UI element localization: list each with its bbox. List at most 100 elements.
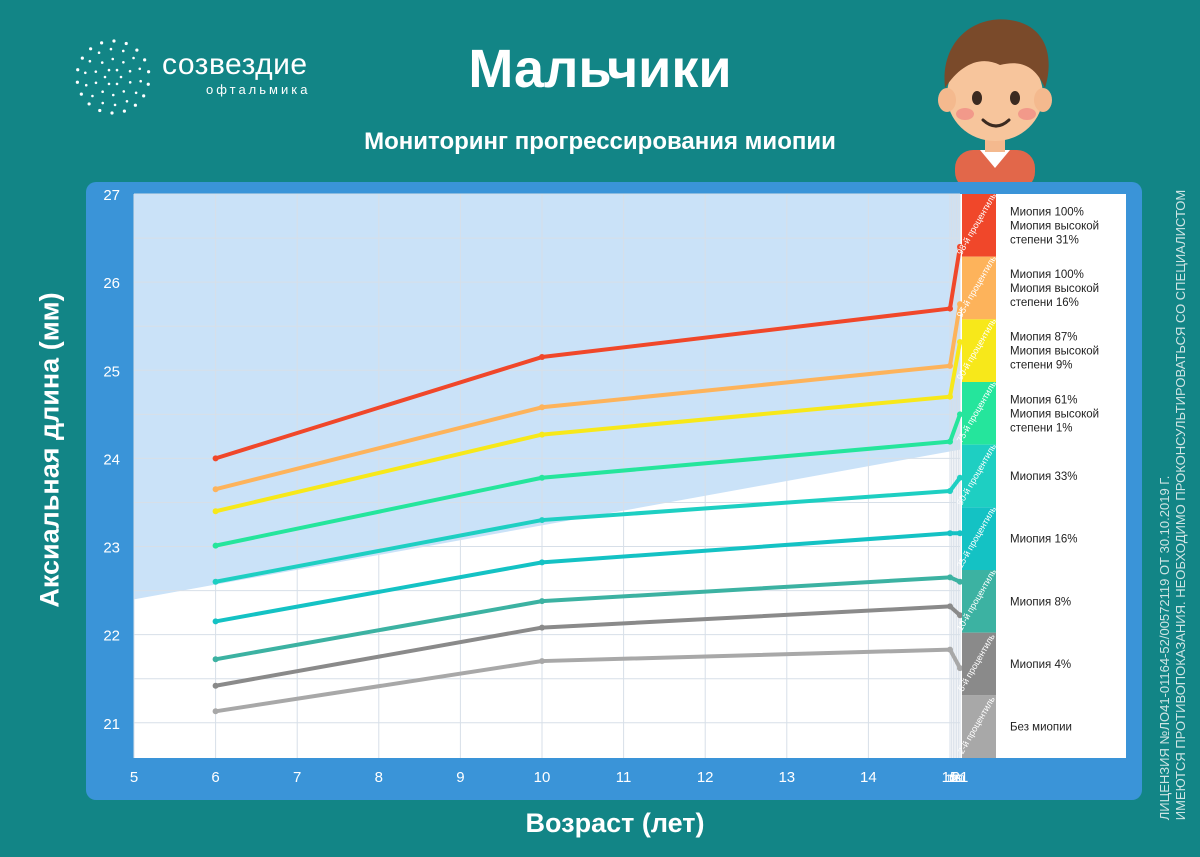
logo-star bbox=[121, 49, 125, 53]
legend-text: Миопия 4% bbox=[1010, 659, 1071, 671]
license-line: ЛИЦЕНЗИЯ №ЛО41-01164-52/00572119 ОТ 30.1… bbox=[1157, 475, 1172, 821]
y-tick-label: 23 bbox=[103, 540, 120, 557]
data-point bbox=[947, 603, 953, 610]
logo-star bbox=[101, 90, 104, 94]
data-point bbox=[539, 404, 545, 411]
legend-text: степени 31% bbox=[1010, 234, 1079, 246]
x-tick-label: 8 bbox=[375, 769, 383, 786]
x-tick-label: 9 bbox=[456, 769, 464, 786]
series-line bbox=[215, 341, 962, 514]
chart-subtitle: Мониторинг прогрессирования миопии bbox=[364, 128, 836, 155]
legend-color-band bbox=[962, 570, 996, 633]
logo-star bbox=[75, 80, 79, 84]
legend-text: Миопия 33% bbox=[1010, 471, 1078, 483]
data-point bbox=[539, 658, 545, 665]
x-tick-label: 14 bbox=[860, 769, 877, 786]
logo-star bbox=[115, 82, 119, 86]
logo-star bbox=[107, 82, 111, 86]
brand-name: созвездие bbox=[162, 48, 308, 81]
disclaimer-line: ИМЕЮТСЯ ПРОТИВОПОКАЗАНИЯ. НЕОБХОДИМО ПРО… bbox=[1173, 189, 1188, 821]
logo-star bbox=[147, 70, 151, 74]
data-point bbox=[212, 618, 219, 625]
legend-color-band bbox=[962, 256, 996, 320]
data-point bbox=[957, 530, 963, 537]
data-point bbox=[539, 598, 545, 605]
logo-star bbox=[111, 57, 115, 61]
series-line bbox=[215, 531, 960, 624]
legend-text: Миопия 8% bbox=[1010, 596, 1071, 608]
logo-star bbox=[115, 68, 119, 72]
legend-text: Миопия 61% bbox=[1010, 394, 1078, 406]
legend-text: степени 1% bbox=[1010, 422, 1073, 434]
y-tick-label: 22 bbox=[103, 628, 120, 645]
logo-star bbox=[101, 101, 105, 105]
x-tick-label: 18 bbox=[949, 773, 961, 785]
data-point bbox=[539, 431, 545, 438]
logo-star bbox=[76, 68, 80, 72]
license-disclaimer: ЛИЦЕНЗИЯ №ЛО41-01164-52/00572119 ОТ 30.1… bbox=[1148, 170, 1198, 840]
x-tick-label: 10 bbox=[534, 769, 551, 786]
data-point bbox=[947, 530, 953, 537]
logo-star bbox=[111, 93, 115, 97]
data-point bbox=[539, 354, 545, 361]
logo-star bbox=[100, 41, 104, 45]
x-tick-label: 11 bbox=[616, 769, 632, 786]
x-tick-label: 21 bbox=[952, 769, 969, 786]
logo-star bbox=[122, 60, 125, 64]
legend-color-band bbox=[962, 382, 996, 445]
logo-star bbox=[128, 69, 132, 73]
legend-text: Миопия высокой bbox=[1010, 220, 1099, 232]
legend-text: степени 16% bbox=[1010, 297, 1079, 309]
legend-text: Без миопии bbox=[1010, 722, 1072, 734]
legend-text: Миопия 16% bbox=[1010, 534, 1078, 546]
logo-star bbox=[138, 67, 142, 71]
x-tick-label: 16 bbox=[946, 773, 958, 785]
logo-star bbox=[125, 99, 129, 103]
legend-color-band bbox=[962, 444, 996, 508]
x-tick-label: 5 bbox=[130, 769, 138, 786]
series-line bbox=[215, 246, 962, 461]
data-point bbox=[947, 487, 953, 494]
boy-illustration-icon bbox=[938, 19, 1052, 185]
logo-star bbox=[112, 39, 116, 43]
data-point bbox=[539, 517, 545, 524]
y-tick-label: 21 bbox=[103, 716, 120, 733]
legend-color-band bbox=[962, 632, 996, 696]
legend-text: Миопия 87% bbox=[1010, 332, 1078, 344]
data-point bbox=[947, 438, 953, 445]
logo-star bbox=[110, 111, 114, 115]
logo-star bbox=[134, 91, 138, 95]
y-tick-label: 25 bbox=[103, 363, 120, 380]
logo-star bbox=[79, 92, 83, 96]
x-tick-label: 17 bbox=[947, 773, 959, 785]
logo-star bbox=[107, 68, 111, 72]
legend-color-band bbox=[962, 319, 996, 382]
logo-star bbox=[122, 109, 126, 113]
x-tick-label: 6 bbox=[211, 769, 219, 786]
data-point bbox=[539, 474, 545, 481]
x-tick-label: 15 bbox=[942, 769, 959, 786]
page-title: Мальчики bbox=[468, 39, 732, 99]
x-tick-label: 13 bbox=[778, 769, 795, 786]
legend-color-band bbox=[962, 695, 996, 758]
logo-star bbox=[84, 83, 88, 87]
data-point bbox=[957, 665, 963, 672]
legend-text: Миопия 100% bbox=[1010, 206, 1084, 218]
data-point bbox=[947, 305, 953, 312]
logo-star bbox=[124, 41, 128, 46]
y-tick-label: 26 bbox=[103, 275, 120, 292]
logo-star bbox=[132, 56, 135, 60]
brand-logo: созвездие офтальмика bbox=[74, 38, 314, 118]
data-point bbox=[947, 393, 953, 400]
series-line bbox=[215, 413, 962, 548]
logo-star bbox=[100, 61, 104, 64]
logo-star bbox=[80, 56, 84, 60]
series-line bbox=[215, 303, 962, 492]
constellation-logo-icon bbox=[75, 39, 151, 115]
y-tick-label: 27 bbox=[103, 187, 120, 204]
y-axis-title: Аксиальная длина (мм) bbox=[34, 292, 65, 608]
x-tick-label: 19 bbox=[951, 773, 963, 785]
data-point bbox=[212, 682, 219, 689]
legend-color-band bbox=[962, 507, 996, 570]
